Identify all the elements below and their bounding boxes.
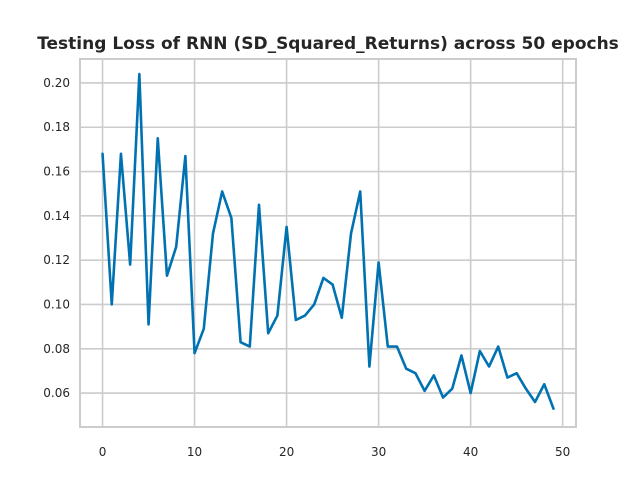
grid-lines <box>80 59 576 427</box>
x-tick-labels: 0 10 20 30 40 50 <box>99 445 571 459</box>
y-tick-label: 0.12 <box>43 253 70 267</box>
x-tick-label: 30 <box>371 445 386 459</box>
y-tick-label: 0.14 <box>43 209 70 223</box>
y-tick-label: 0.08 <box>43 342 70 356</box>
x-tick-label: 10 <box>187 445 202 459</box>
loss-series-line <box>101 72 555 410</box>
plot-frame <box>79 58 577 428</box>
y-tick-label: 0.20 <box>43 76 70 90</box>
y-tick-label: 0.18 <box>43 120 70 134</box>
x-tick-label: 20 <box>279 445 294 459</box>
y-tick-label: 0.16 <box>43 165 70 179</box>
y-tick-label: 0.06 <box>43 386 70 400</box>
y-tick-labels: 0.06 0.08 0.10 0.12 0.14 0.16 0.18 0.20 <box>43 76 70 400</box>
x-tick-label: 40 <box>463 445 478 459</box>
plot-border <box>79 58 577 428</box>
x-tick-label: 50 <box>555 445 570 459</box>
x-tick-label: 0 <box>99 445 107 459</box>
series-layer <box>101 72 555 410</box>
chart-title: Testing Loss of RNN (SD_Squared_Returns)… <box>37 34 619 54</box>
y-tick-label: 0.10 <box>43 297 70 311</box>
